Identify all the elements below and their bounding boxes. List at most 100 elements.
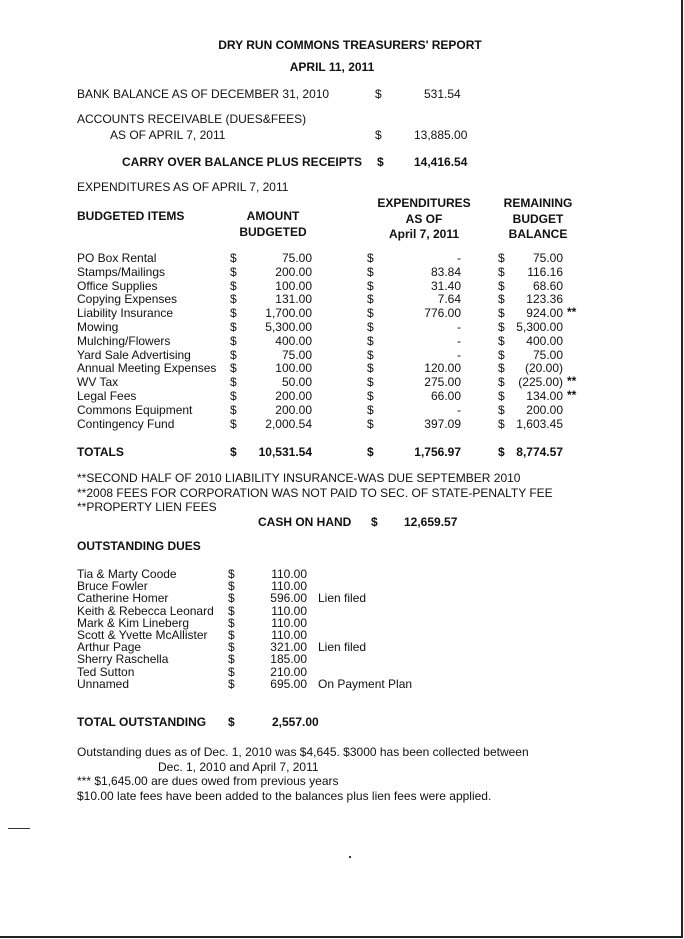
dues-amount: 110.00: [271, 628, 307, 642]
currency-sign: $: [230, 292, 237, 307]
currency-sign: $: [498, 320, 505, 334]
currency-sign: $: [367, 375, 374, 390]
member-name: Mark & Kim Lineberg: [77, 615, 190, 630]
currency-sign: $: [230, 445, 237, 459]
currency-sign: $: [367, 306, 374, 321]
currency-sign: $: [230, 251, 237, 265]
currency-sign: $: [367, 251, 374, 265]
remaining-amount: 200.00: [526, 402, 563, 417]
spent-amount: 120.00: [424, 361, 461, 376]
col-header-expenditures: EXPENDITURES: [377, 196, 471, 210]
currency-sign: $: [230, 278, 237, 293]
col-header-expenditures: April 7, 2011: [388, 227, 460, 241]
spent-amount: 397.09: [424, 416, 461, 431]
remaining-amount: 5,300.00: [516, 320, 563, 334]
budgeted-amount: 200.00: [275, 402, 312, 417]
bank-balance-value: 531.54: [424, 87, 461, 101]
spent-amount: -: [457, 320, 461, 334]
currency-sign: $: [498, 292, 505, 307]
budget-item-name: Contingency Fund: [77, 416, 175, 431]
currency-sign: $: [230, 333, 237, 348]
totals-remaining: 8,774.57: [516, 445, 563, 459]
footnote-marker: **: [567, 374, 577, 389]
note-line: *** $1,645.00 are dues owed from previou…: [77, 774, 339, 788]
report-title: DRY RUN COMMONS TREASURERS' REPORT: [218, 38, 482, 52]
budget-item-name: Mowing: [77, 320, 119, 334]
remaining-amount: (20.00): [524, 361, 563, 376]
currency-sign: $: [498, 416, 505, 431]
currency-sign: $: [228, 676, 235, 691]
col-header-amount: BUDGETED: [239, 225, 307, 239]
currency-sign: $: [367, 333, 374, 348]
currency-sign: $: [228, 615, 235, 630]
remaining-amount: (225.00): [518, 375, 563, 390]
dues-amount: 185.00: [270, 652, 307, 667]
currency-sign: $: [375, 128, 382, 142]
expenditures-heading: EXPENDITURES AS OF APRIL 7, 2011: [77, 180, 289, 194]
currency-sign: $: [367, 389, 374, 403]
member-name: Keith & Rebecca Leonard: [77, 603, 214, 618]
dues-amount: 596.00: [270, 591, 307, 606]
currency-sign: $: [228, 603, 235, 618]
budgeted-amount: 400.00: [275, 333, 312, 348]
footnote-marker: **: [567, 388, 577, 402]
receivable-label-date: AS OF APRIL 7, 2011: [110, 128, 226, 142]
budgeted-amount: 1,700.00: [265, 306, 312, 321]
spent-amount: 776.00: [424, 306, 461, 321]
cash-on-hand-value: 12,659.57: [404, 515, 458, 529]
cash-on-hand-label: CASH ON HAND: [258, 515, 352, 529]
spent-amount: 66.00: [430, 389, 461, 403]
spent-amount: 275.00: [424, 375, 461, 390]
member-name: Sherry Raschella: [77, 652, 169, 667]
currency-sign: $: [367, 278, 374, 293]
remaining-amount: 1,603.45: [516, 416, 563, 431]
footnote: **2008 FEES FOR CORPORATION WAS NOT PAID…: [77, 486, 553, 500]
footnote: **PROPERTY LIEN FEES: [77, 500, 217, 514]
dues-amount: 110.00: [271, 579, 307, 594]
currency-sign: $: [367, 264, 374, 279]
currency-sign: $: [498, 402, 505, 417]
member-name: Ted Sutton: [77, 664, 135, 679]
spent-amount: -: [457, 402, 461, 417]
col-header-expenditures: AS OF: [405, 212, 443, 226]
scan-mark: [8, 828, 30, 829]
scan-mark: [349, 856, 351, 858]
currency-sign: $: [367, 320, 374, 334]
remaining-amount: 75.00: [532, 347, 563, 362]
currency-sign: $: [228, 715, 235, 729]
currency-sign: $: [367, 361, 374, 376]
dues-amount: 110.00: [271, 603, 307, 618]
bank-balance-label: BANK BALANCE AS OF DECEMBER 31, 2010: [77, 87, 330, 101]
footnote-marker: **: [567, 305, 577, 320]
spent-amount: -: [457, 347, 461, 362]
col-header-items: BUDGETED ITEMS: [77, 209, 185, 223]
spent-amount: -: [457, 333, 461, 348]
budget-item-name: Annual Meeting Expenses: [77, 361, 217, 376]
remaining-amount: 924.00: [526, 306, 563, 321]
currency-sign: $: [367, 445, 374, 459]
totals-budgeted: 10,531.54: [258, 445, 312, 459]
outstanding-dues-heading: OUTSTANDING DUES: [77, 539, 201, 553]
currency-sign: $: [498, 278, 505, 293]
receivable-label: ACCOUNTS RECEIVABLE (DUES&FEES): [77, 112, 307, 126]
dues-note: Lien filed: [318, 640, 367, 655]
budgeted-amount: 5,300.00: [265, 320, 312, 334]
currency-sign: $: [375, 87, 382, 101]
currency-sign: $: [498, 389, 505, 403]
total-outstanding-value: 2,557.00: [272, 715, 319, 729]
currency-sign: $: [367, 292, 374, 307]
currency-sign: $: [228, 628, 235, 642]
col-header-remaining: BALANCE: [508, 227, 568, 241]
currency-sign: $: [228, 591, 235, 606]
remaining-amount: 75.00: [532, 251, 563, 265]
budgeted-amount: 50.00: [281, 375, 312, 390]
budgeted-amount: 200.00: [275, 389, 312, 403]
dues-amount: 321.00: [270, 640, 307, 655]
remaining-amount: 116.16: [527, 264, 563, 279]
budget-item-name: Copying Expenses: [77, 292, 178, 307]
carry-over-value: 14,416.54: [414, 155, 468, 169]
currency-sign: $: [371, 515, 378, 529]
currency-sign: $: [498, 347, 505, 362]
remaining-amount: 68.60: [532, 278, 563, 293]
